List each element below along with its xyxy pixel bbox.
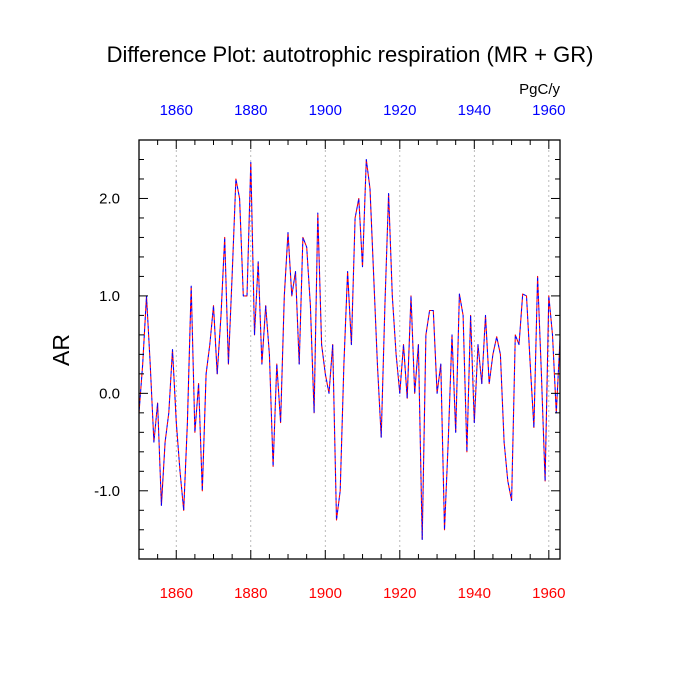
grid bbox=[175, 140, 550, 559]
plot-frame bbox=[138, 139, 561, 560]
x-tick-label-bottom: 1960 bbox=[532, 585, 565, 602]
y-tick-label: 1.0 bbox=[99, 288, 120, 305]
x-tick-label-bottom: 1880 bbox=[234, 585, 267, 602]
x-tick-label-top: 1880 bbox=[234, 102, 267, 119]
x-tick-label-top: 1860 bbox=[160, 102, 193, 119]
x-tick-label-top: 1940 bbox=[458, 102, 491, 119]
chart-title: Difference Plot: autotrophic respiration… bbox=[107, 42, 594, 67]
x-tick-label-top: 1900 bbox=[309, 102, 342, 119]
x-tick-label-bottom: 1920 bbox=[383, 585, 416, 602]
series-line-blue bbox=[138, 158, 561, 541]
x-tick-label-bottom: 1940 bbox=[458, 585, 491, 602]
x-tick-label-top: 1920 bbox=[383, 102, 416, 119]
x-tick-label-bottom: 1860 bbox=[160, 585, 193, 602]
y-tick-label: -1.0 bbox=[94, 483, 120, 500]
units-label: PgC/y bbox=[519, 81, 560, 98]
y-tick-label: 0.0 bbox=[99, 385, 120, 402]
y-axis-label: AR bbox=[48, 334, 74, 366]
tick-labels: 1860 1860 1880 1880 1900 1900 1920 1920 1940 1940… bbox=[94, 102, 565, 602]
y-tick-label: 2.0 bbox=[99, 190, 120, 207]
axis-ticks bbox=[138, 139, 560, 559]
series-line-red bbox=[138, 158, 561, 541]
x-tick-label-bottom: 1900 bbox=[309, 585, 342, 602]
x-tick-label-top: 1960 bbox=[532, 102, 565, 119]
series-lines bbox=[138, 158, 561, 541]
